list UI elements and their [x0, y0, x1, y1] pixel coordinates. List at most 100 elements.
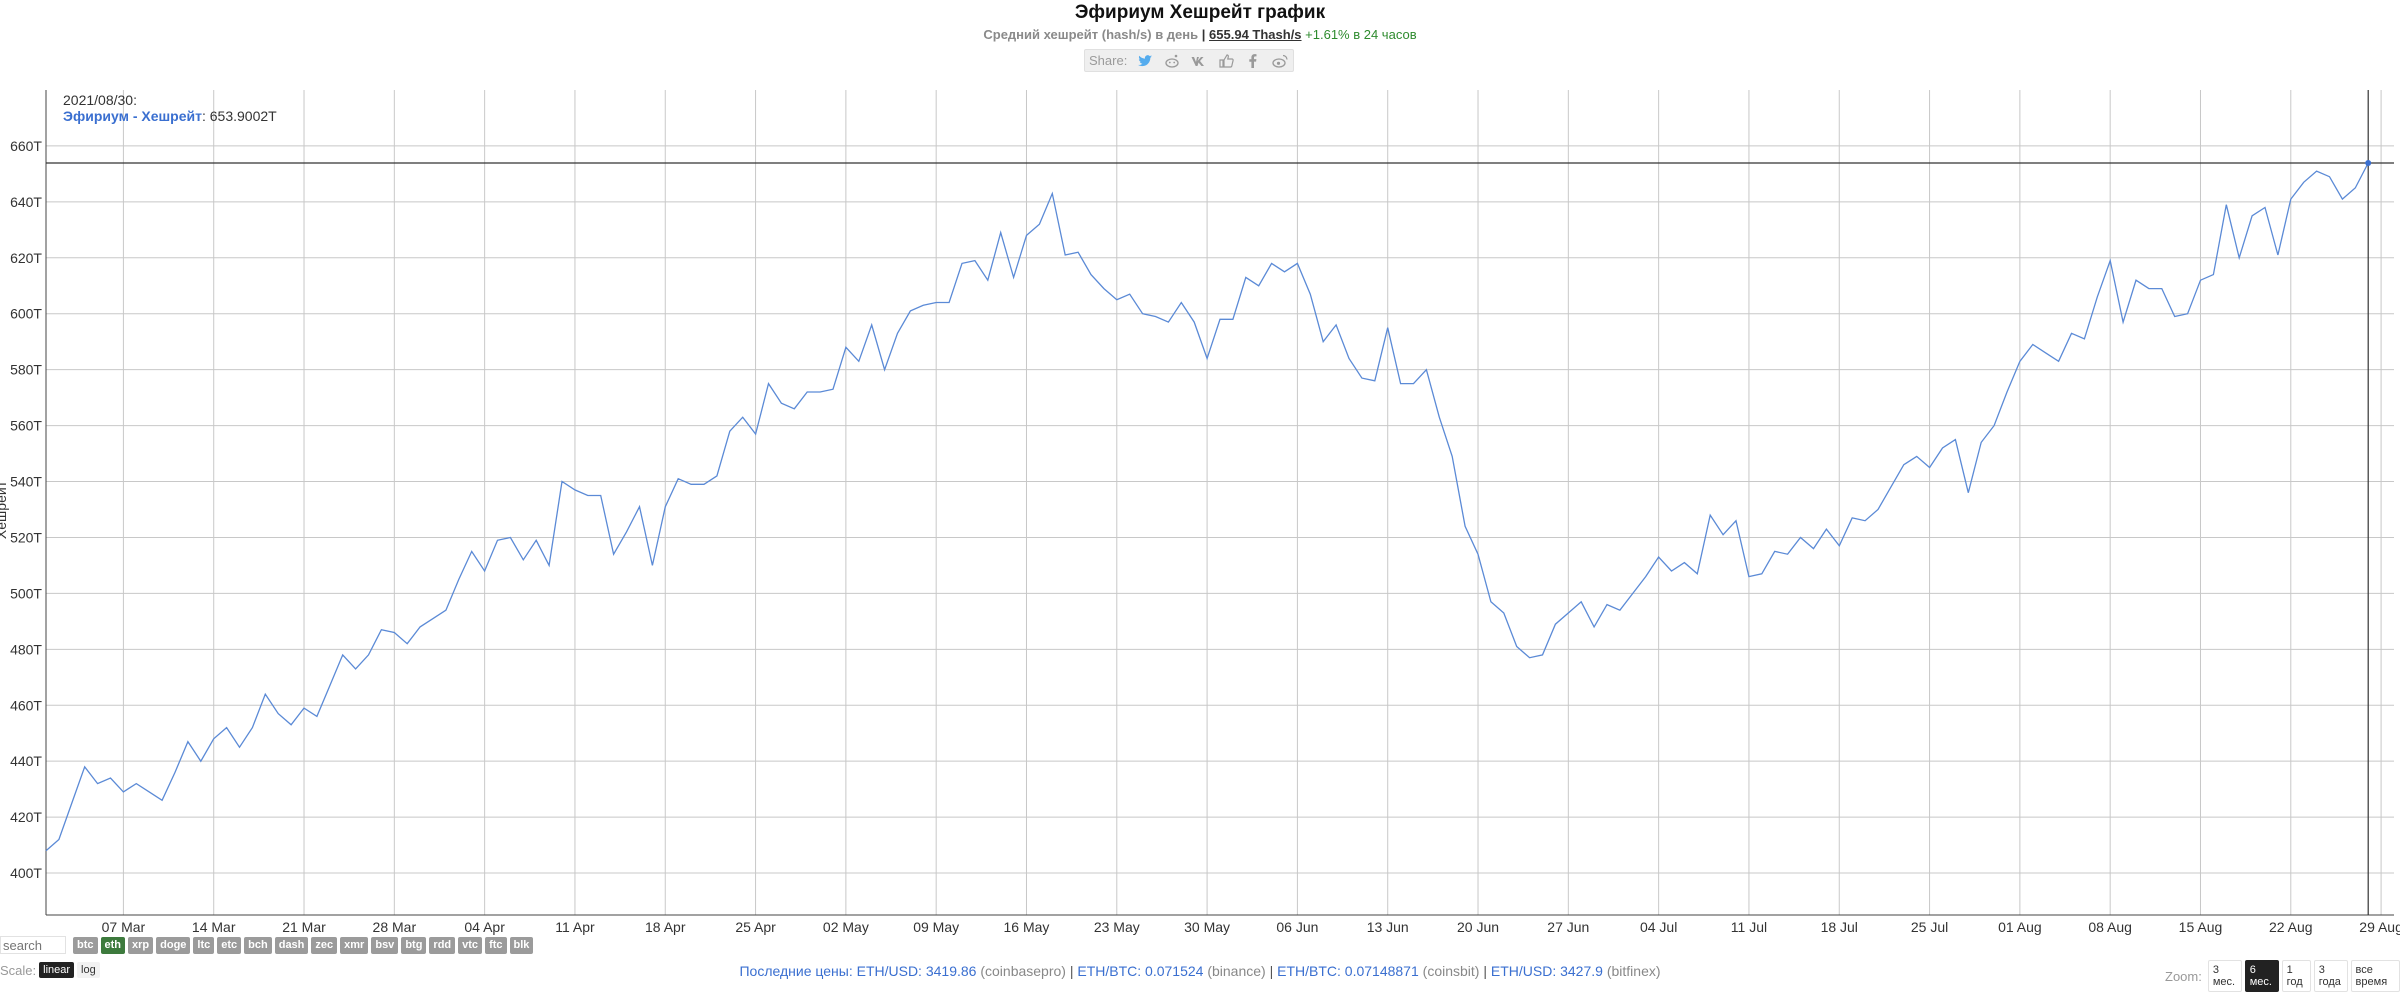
price-pair[interactable]: ETH/USD: 3427.9 [1490, 963, 1603, 979]
zoom-button-2[interactable]: 1 год [2281, 960, 2311, 992]
series-layer [45, 90, 2394, 915]
y-tick-label: 520T [10, 529, 42, 545]
x-tick-label: 07 Mar [102, 919, 146, 935]
share-bar: Share: [1084, 49, 1295, 72]
x-tick-label: 29 Aug [2359, 919, 2400, 935]
chart-axes [45, 90, 2394, 916]
coin-button-btg[interactable]: btg [401, 936, 427, 954]
x-tick-label: 01 Aug [1998, 919, 2042, 935]
y-tick-label: 620T [10, 250, 42, 266]
x-tick-label: 02 May [823, 919, 869, 935]
y-tick-label: 540T [10, 474, 42, 490]
vk-icon[interactable] [1190, 52, 1208, 70]
coin-button-etc[interactable]: etc [217, 936, 242, 954]
latest-prices: Последние цены: ETH/USD: 3419.86 (coinba… [0, 963, 2400, 979]
coin-button-ltc[interactable]: ltc [193, 936, 215, 954]
coin-button-zec[interactable]: zec [311, 936, 338, 954]
coin-button-rdd[interactable]: rdd [429, 936, 456, 954]
twitter-icon[interactable] [1136, 52, 1154, 70]
prices-label: Последние цены: [739, 963, 853, 979]
y-tick-label: 460T [10, 697, 42, 713]
zoom-button-1[interactable]: 6 мес. [2244, 960, 2279, 992]
chart-subtitle: Средний хешрейт (hash/s) в день | 655.94… [0, 27, 2400, 42]
x-tick-label: 28 Mar [373, 919, 417, 935]
x-tick-label: 25 Jul [1911, 919, 1948, 935]
scale-button-linear[interactable]: linear [39, 962, 75, 978]
tooltip-series: Эфириум - Хешрейт [63, 108, 202, 124]
y-tick-label: 640T [10, 194, 42, 210]
x-tick-labels: 07 Mar 14 Mar 21 Mar 28 Mar 04 Apr 11 Apr 18 A… [102, 919, 2400, 935]
x-tick-label: 04 Apr [464, 919, 505, 935]
coin-button-xmr[interactable]: xmr [340, 936, 369, 954]
x-tick-label: 23 May [1094, 919, 1140, 935]
y-tick-label: 600T [10, 306, 42, 322]
weibo-icon[interactable] [1271, 52, 1289, 70]
chart-title: Эфириум Хешрейт график [1074, 2, 1326, 23]
x-tick-label: 13 Jun [1367, 919, 1409, 935]
zoom-button-0[interactable]: 3 мес. [2207, 960, 2242, 992]
scale-button-log[interactable]: log [77, 962, 100, 978]
price-source: (binance) [1207, 963, 1266, 979]
scale-selector: Scale: linear log [0, 962, 100, 978]
y-tick-label: 440T [10, 753, 42, 769]
hashrate-change: +1.61% в 24 часов [1305, 27, 1417, 42]
price-separator: | [1065, 963, 1078, 979]
y-axis-label: Хешрейт [0, 480, 9, 539]
price-source: (coinsbit) [1422, 963, 1480, 979]
x-tick-label: 11 Jul [1731, 919, 1767, 935]
reddit-icon[interactable] [1163, 52, 1181, 70]
x-tick-label: 16 May [1004, 919, 1050, 935]
x-tick-label: 04 Jul [1640, 919, 1677, 935]
price-source: (bitfinex) [1606, 963, 1661, 979]
coin-button-ftc[interactable]: ftc [485, 936, 507, 954]
y-tick-label: 400T [10, 865, 42, 881]
x-tick-label: 20 Jun [1457, 919, 1499, 935]
coin-button-vtc[interactable]: vtc [458, 936, 483, 954]
coin-button-bch[interactable]: bch [244, 936, 272, 954]
tooltip-date: 2021/08/30: [63, 92, 137, 108]
coin-button-dash[interactable]: dash [274, 936, 309, 954]
current-hashrate-value: 655.94 Thash/s [1209, 27, 1302, 42]
x-gridlines [122, 90, 2382, 915]
x-tick-label: 11 Apr [555, 919, 595, 935]
scale-label: Scale: [0, 962, 37, 978]
price-separator: | [1479, 963, 1491, 979]
hashrate-chart[interactable]: 400T 420T 440T 460T 480T 500T 520T 540T 560T 580T… [0, 0, 2400, 935]
price-pair[interactable]: ETH/BTC: 0.07148871 [1277, 963, 1419, 979]
hover-tooltip: 2021/08/30: Эфириум - Хешрейт: 653.9002T [63, 92, 277, 124]
zoom-selector: Zoom: 3 мес. 6 мес. 1 год 3 года все время [2165, 960, 2400, 992]
coin-button-xrp[interactable]: xrp [128, 936, 154, 954]
y-tick-label: 660T [10, 138, 42, 154]
x-tick-label: 14 Mar [192, 919, 236, 935]
price-pair[interactable]: ETH/BTC: 0.071524 [1077, 963, 1204, 979]
like-icon[interactable] [1217, 52, 1235, 70]
x-tick-label: 08 Aug [2088, 919, 2132, 935]
coin-button-bsv[interactable]: bsv [371, 936, 399, 954]
y-tick-label: 480T [10, 641, 42, 657]
zoom-button-3[interactable]: 3 года [2313, 960, 2348, 992]
coin-button-btc[interactable]: btc [73, 936, 98, 954]
y-tick-label: 500T [10, 585, 42, 601]
subtitle-separator: | [1201, 27, 1206, 42]
x-tick-label: 06 Jun [1276, 919, 1318, 935]
x-tick-label: 18 Jul [1821, 919, 1858, 935]
coin-button-blk[interactable]: blk [509, 936, 534, 954]
coin-selector: btcethxrpdogeltcetcbchdashzecxmrbsvbtgrd… [0, 936, 534, 954]
x-tick-label: 22 Aug [2269, 919, 2313, 935]
coin-button-eth[interactable]: eth [100, 936, 125, 954]
zoom-button-4[interactable]: все время [2350, 960, 2400, 992]
coin-button-doge[interactable]: doge [156, 936, 191, 954]
x-tick-label: 21 Mar [282, 919, 326, 935]
share-label: Share: [1089, 53, 1128, 68]
facebook-icon[interactable] [1244, 52, 1262, 70]
y-tick-label: 420T [10, 809, 42, 825]
price-pair[interactable]: ETH/USD: 3419.86 [856, 963, 977, 979]
tooltip-line: Эфириум - Хешрейт: 653.9002T [63, 108, 277, 124]
search-input[interactable] [0, 936, 66, 954]
x-tick-label: 25 Apr [735, 919, 776, 935]
y-gridlines [46, 145, 2394, 874]
hover-point [2365, 159, 2372, 166]
y-tick-label: 560T [10, 418, 42, 434]
price-source: (coinbasepro) [980, 963, 1066, 979]
price-separator: | [1265, 963, 1278, 979]
